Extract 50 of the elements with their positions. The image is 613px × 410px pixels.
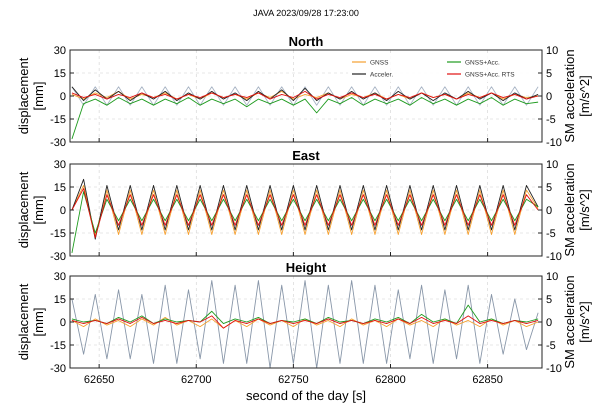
y2-tick-label: -5 (546, 340, 556, 352)
y2-tick-label: 0 (546, 91, 552, 103)
x-tick-label: 62800 (375, 374, 406, 386)
y-tick-label: 30 (54, 271, 66, 283)
y-tick-label: 0 (60, 91, 66, 103)
y2-tick-label: 5 (546, 182, 552, 194)
y-tick-label: -15 (50, 228, 66, 240)
y2-tick-label: 10 (546, 45, 558, 57)
y2-tick-label: -10 (546, 363, 562, 375)
line-series (71, 280, 539, 368)
x-axis-title: second of the day [s] (246, 388, 366, 403)
y-axis-title: displacement [mm] (16, 57, 46, 134)
y2-tick-label: 10 (546, 159, 558, 171)
y-tick-label: -15 (50, 340, 66, 352)
y-axis-title: displacement [mm] (16, 171, 46, 248)
y2-tick-label: -5 (546, 114, 556, 126)
x-tick-label: 62650 (84, 374, 114, 386)
x-tick-label: 62700 (180, 374, 212, 386)
y-tick-label: -30 (50, 363, 66, 375)
y2-tick-label: 5 (546, 68, 552, 80)
x-tick-label: 62850 (472, 374, 503, 386)
y2-axis-title: SM acceleration [m/s^2] (562, 275, 592, 369)
line-series (71, 191, 539, 254)
chart-title: East (292, 148, 320, 163)
y-tick-label: -30 (50, 251, 66, 263)
y-tick-label: 30 (54, 159, 66, 171)
y2-tick-label: -10 (546, 251, 562, 263)
y-tick-label: -30 (50, 137, 66, 149)
y-tick-label: -15 (50, 114, 66, 126)
x-tick-label: 62750 (278, 374, 309, 386)
y-tick-label: 15 (54, 294, 66, 306)
y-tick-label: 30 (54, 45, 66, 57)
y-tick-label: 15 (54, 68, 66, 80)
chart-title: North (288, 34, 324, 49)
y2-tick-label: 5 (546, 294, 552, 306)
y-tick-label: 0 (60, 317, 66, 329)
y2-axis-title: SM acceleration [m/s^2] (562, 163, 592, 257)
line-series (71, 90, 539, 100)
y-tick-label: 0 (60, 205, 66, 217)
text: JAVA 2023/09/28 17:23:00 (253, 8, 359, 18)
line-series (71, 97, 539, 140)
y2-axis-title: SM acceleration [m/s^2] (562, 49, 592, 143)
y2-tick-label: -5 (546, 228, 556, 240)
y-tick-label: 15 (54, 182, 66, 194)
chart-title: Height (286, 260, 327, 275)
y-axis-title: displacement [mm] (16, 283, 46, 360)
y2-tick-label: -10 (546, 137, 562, 149)
y2-tick-label: 10 (546, 271, 558, 283)
y2-tick-label: 0 (546, 205, 552, 217)
y2-tick-label: 0 (546, 317, 552, 329)
